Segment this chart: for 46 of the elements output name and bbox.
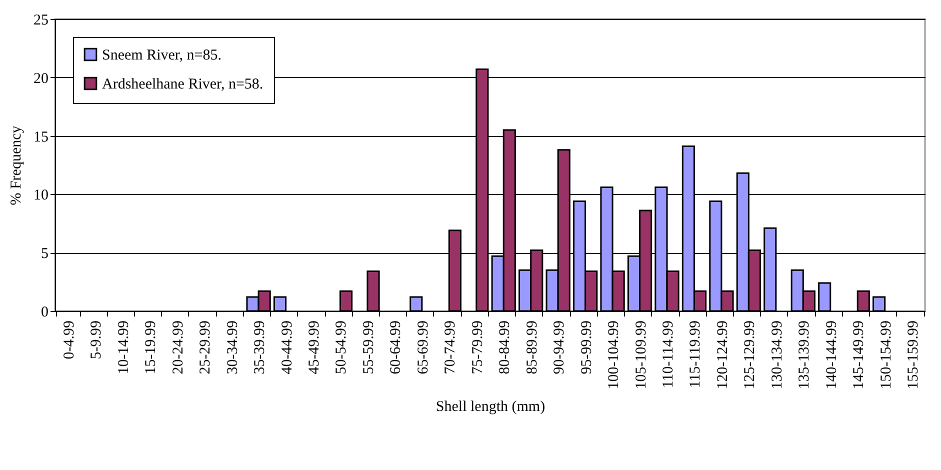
x-tick-label: 50-54.99 xyxy=(334,320,350,374)
x-tick-label: 95-99.99 xyxy=(578,320,595,374)
x-tick-label: 140-144.99 xyxy=(824,320,840,390)
x-tick-label: 130-134.99 xyxy=(769,320,786,390)
x-tick-label: 155-159.99 xyxy=(906,320,922,390)
x-tick-label: 65-69.99 xyxy=(415,320,432,374)
x-tick-label: 105-109.99 xyxy=(633,320,650,390)
y-tick-label: 10 xyxy=(34,188,48,204)
x-tick-label: 60-64.99 xyxy=(388,320,404,374)
x-tick-label: 75-79.99 xyxy=(470,320,486,374)
legend-label: Ardsheelhane River, n=58. xyxy=(102,76,264,92)
bar xyxy=(872,296,886,312)
y-tick-label: 5 xyxy=(41,246,48,262)
x-tick-label: 85-89.99 xyxy=(524,320,540,374)
x-axis-title: Shell length (mm) xyxy=(436,399,546,416)
x-tick-label: 80-84.99 xyxy=(497,320,514,374)
x-tick-label: 135-139.99 xyxy=(796,320,813,390)
y-tick-label: 25 xyxy=(34,12,48,28)
x-tick-label: 45-49.99 xyxy=(306,320,323,374)
x-tick-label: 70-74.99 xyxy=(442,320,459,374)
x-tick-label: 115-119.99 xyxy=(688,320,704,388)
bar xyxy=(818,282,832,312)
x-tick-label: 150-154.99 xyxy=(878,320,894,390)
x-tick-label: 40-44.99 xyxy=(279,320,296,374)
x-tick-label: 25-29.99 xyxy=(198,320,214,374)
x-tick-label: 5-9.99 xyxy=(88,320,105,360)
x-tick-label: 30-34.99 xyxy=(224,320,241,374)
x-tick-label: 0-4.99 xyxy=(61,320,78,360)
x-tick-label: 125-129.99 xyxy=(742,320,758,390)
bar xyxy=(273,296,287,312)
y-axis-title: % Frequency xyxy=(8,125,24,206)
x-tick-label: 100-104.99 xyxy=(606,320,622,390)
x-tick-label: 15-19.99 xyxy=(143,320,160,374)
x-tick-label: 110-114.99 xyxy=(660,320,676,388)
y-tick-label: 20 xyxy=(34,70,48,87)
x-tick-label: 35-39.99 xyxy=(252,320,268,374)
x-tick-label: 120-124.99 xyxy=(714,320,731,390)
legend-label: Sneem River, n=85. xyxy=(102,48,222,64)
x-tick-label: 10-14.99 xyxy=(116,320,132,374)
x-tick-label: 90-94.99 xyxy=(552,320,568,374)
x-tick-label: 20-24.99 xyxy=(170,320,186,374)
y-tick-label: 0 xyxy=(41,304,48,320)
x-tick-label: 145-149.99 xyxy=(851,320,868,390)
y-tick-label: 15 xyxy=(34,129,48,146)
bar xyxy=(410,296,423,312)
x-tick-label: 55-59.99 xyxy=(360,320,377,374)
